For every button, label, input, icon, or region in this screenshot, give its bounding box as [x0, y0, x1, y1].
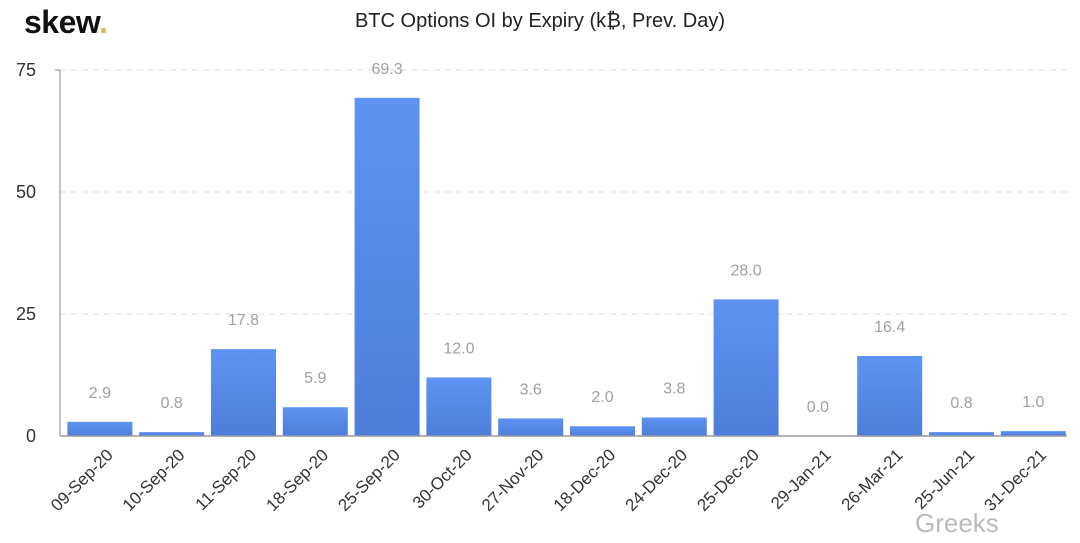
data-label: 5.9: [304, 370, 326, 387]
bar: [929, 432, 994, 436]
x-tick-label: 09-Sep-20: [47, 445, 117, 515]
y-tick-label: 75: [16, 60, 36, 80]
x-tick-label: 18-Dec-20: [550, 445, 620, 515]
bar: [713, 299, 779, 436]
x-tick-label: 10-Sep-20: [119, 445, 189, 515]
logo-dot: .: [99, 4, 108, 40]
data-label: 17.8: [228, 312, 259, 329]
bar: [211, 349, 276, 436]
bar: [498, 418, 564, 436]
data-label: 0.0: [807, 399, 829, 416]
x-tick-label: 31-Dec-21: [981, 445, 1051, 515]
bar: [139, 432, 205, 436]
x-tick-label: 18-Sep-20: [263, 445, 333, 515]
data-label: 0.8: [161, 395, 183, 412]
x-tick-label: 24-Dec-20: [622, 445, 692, 515]
bar: [570, 426, 635, 436]
x-tick-label: 25-Dec-20: [693, 445, 763, 515]
data-label: 1.0: [1022, 394, 1044, 411]
watermark: Greeks: [915, 508, 999, 538]
x-tick-label: 26-Mar-21: [838, 445, 907, 514]
bar: [354, 97, 420, 436]
bar: [426, 377, 492, 436]
data-label: 69.3: [372, 61, 403, 78]
bar: [282, 407, 348, 436]
data-label: 0.8: [950, 395, 972, 412]
logo-text: skew: [24, 4, 100, 40]
x-tick-label: 11-Sep-20: [192, 445, 261, 514]
data-label: 12.0: [443, 340, 474, 357]
data-label: 3.8: [663, 380, 685, 397]
y-tick-label: 0: [26, 426, 36, 446]
y-tick-label: 25: [16, 304, 36, 324]
x-tick-label: 29-Jan-21: [767, 445, 835, 513]
data-label: 3.6: [520, 381, 542, 398]
data-label: 16.4: [874, 319, 905, 336]
bar: [641, 417, 707, 436]
chart-title: BTC Options OI by Expiry (k₿, Prev. Day): [354, 10, 726, 32]
x-tick-label: 25-Sep-20: [334, 445, 404, 515]
skew-logo: skew.: [24, 4, 108, 41]
x-tick-label: 30-Oct-20: [409, 445, 476, 512]
bar: [67, 421, 133, 436]
data-label: 2.0: [591, 389, 613, 406]
bar: [857, 355, 923, 436]
x-tick-label: 27-Nov-20: [478, 445, 548, 515]
bar: [1000, 431, 1066, 436]
x-tick-label: 25-Jun-21: [911, 445, 979, 513]
y-tick-label: 50: [16, 182, 36, 202]
data-label: 28.0: [731, 262, 762, 279]
data-label: 2.9: [89, 385, 111, 402]
